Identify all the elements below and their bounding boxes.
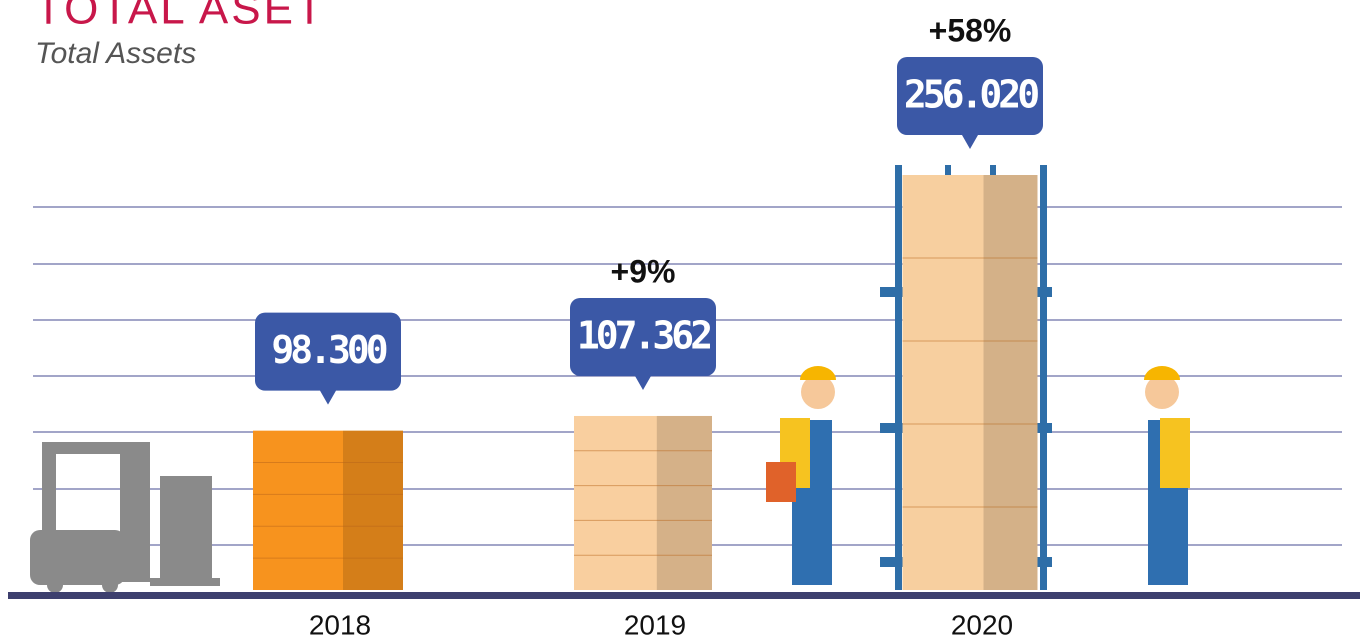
- bar-shade: [983, 175, 1038, 590]
- forklift: [30, 442, 220, 593]
- value-label: 98.300: [271, 328, 386, 372]
- workers: [766, 366, 1190, 585]
- value-callout: [570, 297, 716, 390]
- chart-title: TOTAL ASET: [35, 0, 326, 34]
- bar: [902, 175, 1038, 590]
- bar-shade: [343, 430, 403, 590]
- value-callout: [897, 57, 1043, 149]
- bar: [253, 430, 403, 590]
- bar-shade: [656, 415, 712, 590]
- chart-subtitle: Total Assets: [35, 37, 196, 70]
- value-callout: [255, 312, 401, 405]
- growth-label: +9%: [611, 253, 676, 289]
- value-label: 107.362: [577, 313, 710, 357]
- value-label: 256.020: [904, 73, 1038, 117]
- x-tick-label: 2018: [309, 609, 371, 640]
- x-tick-label: 2020: [951, 609, 1013, 640]
- baseline: [8, 592, 1360, 599]
- bar: [574, 415, 712, 590]
- growth-label: +58%: [929, 12, 1012, 48]
- x-tick-label: 2019: [624, 609, 686, 640]
